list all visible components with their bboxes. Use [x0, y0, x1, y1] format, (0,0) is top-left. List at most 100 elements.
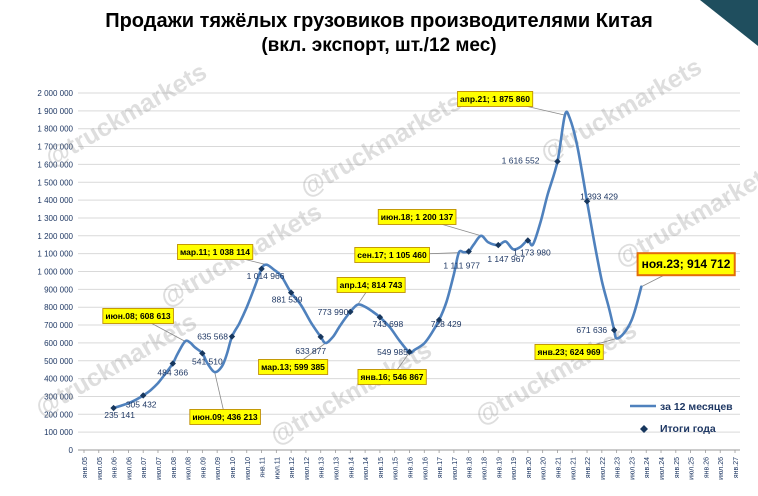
x-tick-label: янв.06	[112, 457, 119, 478]
year-marker-diamond	[199, 350, 206, 357]
y-tick-label: 1 800 000	[37, 125, 73, 134]
callout: мар.11; 1 038 114	[177, 244, 254, 260]
data-label: 635 568	[197, 332, 228, 342]
callout: июн.08; 608 613	[102, 308, 174, 324]
x-tick-label: янв.19	[496, 457, 503, 478]
x-tick-label: янв.23	[615, 457, 622, 478]
x-tick-label: янв.10	[230, 457, 237, 478]
x-tick-label: янв.24	[644, 457, 651, 478]
chart-header: Продажи тяжёлых грузовиков производителя…	[0, 8, 758, 59]
x-tick-label: янв.26	[703, 457, 710, 478]
callout: янв.23; 624 969	[534, 344, 604, 360]
x-tick-label: янв.22	[585, 457, 592, 478]
data-label: 541 510	[192, 356, 223, 366]
x-tick-label: июл.26	[718, 457, 725, 480]
chart-subtitle: (вкл. экспорт, шт./12 мес)	[261, 35, 497, 56]
data-label: 1 111 977	[443, 261, 480, 271]
y-tick-label: 900 000	[44, 285, 73, 294]
callout-text: июн.09; 436 213	[192, 412, 258, 422]
data-label: 1 147 967	[487, 254, 525, 264]
callout-box	[534, 344, 604, 360]
x-tick-label: июл.08	[186, 457, 193, 480]
callout-text: сен.17; 1 105 460	[357, 250, 427, 260]
data-label: 1 393 429	[580, 191, 618, 201]
x-tick-label: июл.19	[511, 457, 518, 480]
y-tick-label: 1 700 000	[37, 143, 73, 152]
year-marker-diamond	[376, 314, 384, 321]
y-tick-label: 300 000	[44, 392, 73, 401]
x-tick-label: июл.07	[156, 457, 163, 480]
callout: июн.09; 436 213	[189, 409, 261, 425]
x-tick-label: июл.16	[422, 457, 429, 480]
data-label: 1 014 966	[247, 271, 285, 281]
year-marker-diamond	[554, 158, 561, 165]
callout-box	[189, 409, 261, 425]
callout: янв.16; 546 867	[357, 369, 427, 385]
x-tick-label: янв.11	[260, 457, 267, 478]
data-label: 305 432	[126, 399, 157, 409]
data-label: 633 877	[295, 346, 326, 356]
corner-decoration	[700, 0, 758, 46]
year-marker-diamond	[317, 333, 324, 341]
data-label: 549 985	[377, 347, 408, 357]
x-tick-label: июл.23	[629, 457, 636, 480]
x-tick-label: июл.14	[363, 457, 370, 480]
callout-box	[102, 308, 174, 324]
x-tick-label: янв.18	[467, 457, 474, 478]
y-tick-label: 1 000 000	[37, 268, 73, 277]
year-marker-diamond	[258, 265, 265, 273]
x-tick-label: июл.06	[126, 457, 133, 480]
x-tick-label: июл.24	[659, 457, 666, 480]
watermark-text: @truckmarkets	[535, 53, 706, 168]
callout: мар.13; 599 385	[258, 359, 329, 375]
year-marker-diamond	[169, 360, 176, 367]
x-tick-label: янв.14	[348, 457, 355, 478]
callout-text: июн.18; 1 200 137	[381, 212, 454, 222]
legend-marker-sample	[640, 425, 648, 433]
data-label: 728 429	[431, 319, 462, 329]
year-marker-diamond	[583, 198, 591, 205]
x-tick-label: янв.20	[526, 457, 533, 478]
data-label: 1 616 552	[502, 155, 540, 165]
x-tick-label: июл.10	[245, 457, 252, 480]
y-tick-label: 1 900 000	[37, 107, 73, 116]
y-tick-label: 1 600 000	[37, 160, 73, 169]
x-tick-label: янв.21	[555, 457, 562, 478]
year-marker-diamond	[435, 316, 443, 324]
x-tick-label: янв.12	[289, 457, 296, 478]
x-tick-label: июл.21	[570, 457, 577, 480]
x-tick-label: янв.17	[437, 457, 444, 478]
data-label: 881 539	[272, 295, 303, 305]
x-tick-label: янв.08	[171, 457, 178, 478]
callout-text: мар.13; 599 385	[261, 362, 325, 372]
legend-marker-label: Итоги года	[660, 423, 716, 435]
y-tick-label: 1 100 000	[37, 250, 73, 259]
x-tick-label: янв.27	[733, 457, 740, 478]
callout-text: апр.14; 814 743	[340, 280, 403, 290]
callout-box	[377, 209, 457, 225]
callout-text: янв.23; 624 969	[537, 347, 600, 357]
year-marker-diamond	[495, 241, 502, 249]
y-tick-label: 2 000 000	[37, 89, 73, 98]
data-label: 773 990	[318, 307, 349, 317]
x-tick-label: июл.13	[334, 457, 341, 480]
x-tick-label: июл.09	[215, 457, 222, 480]
x-tick-label: июл.12	[304, 457, 311, 480]
y-tick-label: 1 400 000	[37, 196, 73, 205]
y-tick-label: 800 000	[44, 303, 73, 312]
data-label: 1 173 980	[513, 247, 551, 257]
x-tick-label: июл.15	[393, 457, 400, 480]
x-tick-label: янв.25	[674, 457, 681, 478]
year-marker-diamond	[610, 326, 618, 334]
x-tick-label: янв.13	[319, 457, 326, 478]
callout-box	[636, 252, 736, 277]
x-tick-label: июл.18	[481, 457, 488, 480]
y-tick-label: 1 300 000	[37, 214, 73, 223]
x-tick-label: июл.17	[452, 457, 459, 480]
data-label: 484 366	[157, 368, 188, 378]
callout: апр.14; 814 743	[336, 277, 406, 293]
x-tick-label: янв.15	[378, 457, 385, 478]
x-tick-label: июл.25	[689, 457, 696, 480]
